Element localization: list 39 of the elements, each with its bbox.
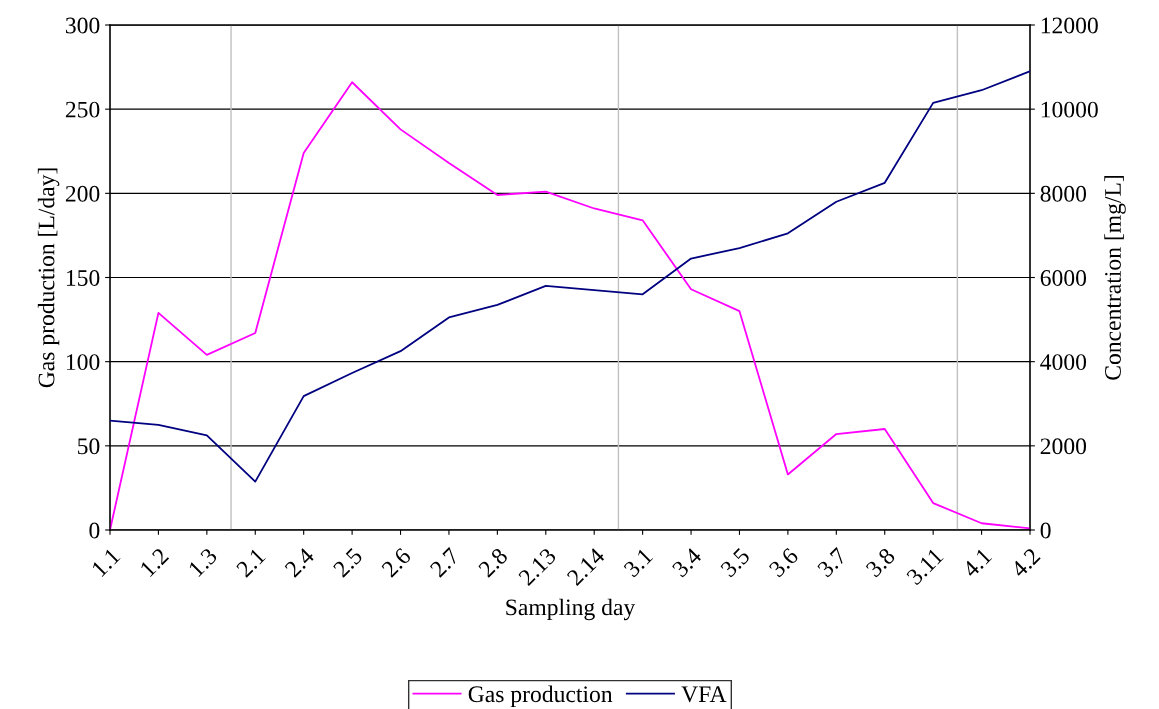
x-axis-title: Sampling day — [506, 598, 636, 621]
x-tick-label: 2.13 — [517, 547, 557, 587]
y-axis-title: Gas production [L/day] — [37, 168, 60, 388]
x-tick-label: 4.2 — [1009, 547, 1041, 579]
y-tick-label: 250 — [65, 101, 100, 118]
y2-tick-label: 12000 — [1041, 17, 1098, 34]
y2-tick-label: 0 — [1040, 522, 1051, 539]
x-tick-label: 2.5 — [332, 547, 364, 578]
y-tick-label: 100 — [66, 354, 100, 371]
y2-axis-title: Concentration [mg/L] — [1104, 175, 1126, 380]
y2-tick-label: 8000 — [1040, 185, 1087, 202]
x-tick-label: 2.8 — [477, 547, 509, 578]
y2-tick-label: 4000 — [1040, 354, 1087, 371]
x-tick-label: 2.14 — [566, 546, 606, 587]
x-tick-label: 4.1 — [961, 547, 993, 579]
x-tick-label: 1.1 — [91, 547, 121, 578]
x-tick-label: 2.1 — [235, 547, 267, 578]
x-tick-label: 2.7 — [429, 546, 461, 578]
y2-tick-label: 6000 — [1040, 269, 1087, 286]
y-tick-label: 50 — [78, 438, 100, 455]
x-tick-label: 2.6 — [380, 547, 412, 578]
x-tick-label: 3.5 — [719, 547, 751, 578]
y2-tick-label: 2000 — [1040, 438, 1087, 455]
y-tick-label: 200 — [65, 185, 100, 202]
y-tick-label: 150 — [66, 269, 100, 286]
x-tick-label: 3.7 — [816, 546, 848, 578]
y-tick-label: 0 — [89, 522, 100, 539]
x-tick-label: 1.2 — [139, 547, 170, 578]
y2-tick-label: 10000 — [1041, 101, 1098, 118]
x-tick-label: 3.1 — [623, 547, 654, 578]
y-tick-label: 300 — [65, 17, 100, 34]
x-tick-label: 3.6 — [768, 547, 800, 578]
x-tick-label: 3.11 — [905, 547, 944, 586]
legend-label: VFA — [681, 686, 727, 703]
x-tick-label: 1.3 — [187, 547, 219, 578]
x-tick-label: 3.4 — [671, 546, 703, 578]
x-tick-label: 2.4 — [284, 546, 316, 578]
legend-label: Gas production — [468, 685, 613, 707]
x-tick-label: 3.8 — [865, 547, 896, 578]
